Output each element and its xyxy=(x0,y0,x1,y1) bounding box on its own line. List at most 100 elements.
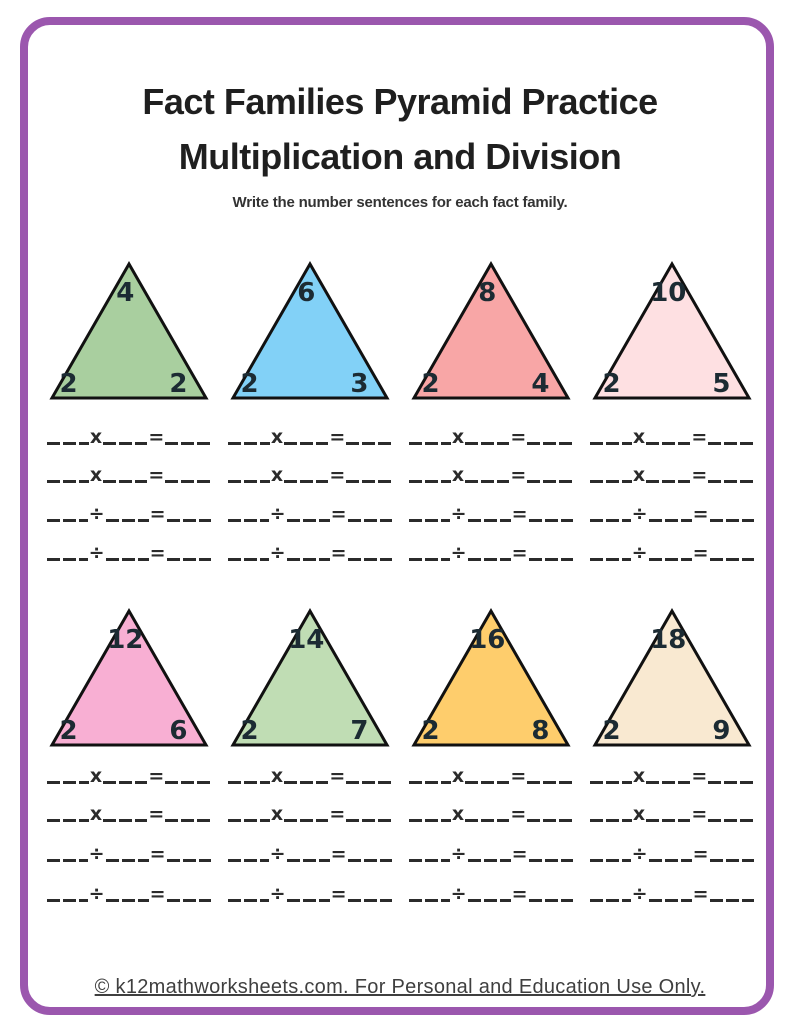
blank-line xyxy=(103,780,148,784)
equations-block-7: x = x = ÷ = ÷ = xyxy=(408,748,573,905)
multiply-sign: x xyxy=(89,765,103,787)
fact-triangle-8: 18 2 9 xyxy=(591,608,752,748)
blank-line xyxy=(708,780,754,784)
blank-line xyxy=(284,780,329,784)
blank-line xyxy=(46,557,88,561)
blank-line xyxy=(648,557,692,561)
multiplication-sentence-line: x = xyxy=(589,748,754,786)
division-sentence-line: ÷ = xyxy=(589,822,754,865)
blank-line xyxy=(165,780,211,784)
triangle-shape xyxy=(229,608,390,747)
equals-sign: = xyxy=(511,503,528,525)
division-sentence-line: ÷ = xyxy=(46,522,211,564)
divide-sign: ÷ xyxy=(631,542,648,564)
top-number: 14 xyxy=(288,625,325,655)
blank-line xyxy=(465,780,510,784)
blank-line xyxy=(527,441,573,445)
equals-sign: = xyxy=(148,426,165,448)
equation-row-2: x = x = ÷ = ÷ = x = x = ÷ = ÷ = x = x = ÷ = ÷ = x = x… xyxy=(0,748,800,905)
blank-line xyxy=(166,518,211,522)
triangle-shape xyxy=(48,608,209,747)
equals-sign: = xyxy=(692,883,709,905)
blank-line xyxy=(408,479,451,483)
blank-line xyxy=(709,518,754,522)
multiply-sign: x xyxy=(451,765,465,787)
triangle-shape xyxy=(410,608,571,747)
multiply-sign: x xyxy=(89,803,103,825)
division-sentence-line: ÷ = xyxy=(227,862,392,904)
triangle-shape xyxy=(410,261,571,400)
footer-copyright-link[interactable]: © k12mathworksheets.com. For Personal an… xyxy=(94,976,706,998)
equals-sign: = xyxy=(149,503,166,525)
page-title-line2: Multiplication and Division xyxy=(178,136,622,177)
top-number: 10 xyxy=(650,278,687,308)
equals-sign: = xyxy=(329,426,346,448)
blank-line xyxy=(46,441,89,445)
divide-sign: ÷ xyxy=(450,542,467,564)
equals-sign: = xyxy=(510,426,527,448)
equals-sign: = xyxy=(510,765,527,787)
footer: © k12mathworksheets.com. For Personal an… xyxy=(0,976,800,999)
top-number: 16 xyxy=(469,625,506,655)
multiplication-sentence-line: x = xyxy=(227,445,392,485)
blank-line xyxy=(709,557,754,561)
blank-line xyxy=(105,518,149,522)
blank-line xyxy=(465,818,510,822)
blank-line xyxy=(646,780,691,784)
blank-line xyxy=(528,858,573,862)
blank-line xyxy=(589,858,631,862)
divide-sign: ÷ xyxy=(269,503,286,525)
blank-line xyxy=(648,898,692,902)
divide-sign: ÷ xyxy=(450,883,467,905)
top-number: 6 xyxy=(297,278,316,308)
multiply-sign: x xyxy=(270,803,284,825)
multiplication-sentence-line: x = xyxy=(46,401,211,448)
division-sentence-line: ÷ = xyxy=(46,483,211,525)
blank-line xyxy=(408,780,451,784)
blank-line xyxy=(165,479,211,483)
equals-sign: = xyxy=(510,464,527,486)
equation-row-1: x = x = ÷ = ÷ = x = x = ÷ = ÷ = x = x = ÷ = ÷ = x = x… xyxy=(0,401,800,564)
top-number: 12 xyxy=(107,625,144,655)
equals-sign: = xyxy=(149,883,166,905)
triangle-fill xyxy=(229,261,390,400)
division-sentence-line: ÷ = xyxy=(408,483,573,525)
divide-sign: ÷ xyxy=(88,542,105,564)
equals-sign: = xyxy=(692,843,709,865)
bottom-right-number: 5 xyxy=(712,369,731,399)
blank-line xyxy=(286,518,330,522)
blank-line xyxy=(166,858,211,862)
blank-line xyxy=(166,557,211,561)
blank-line xyxy=(347,858,392,862)
multiplication-sentence-line: x = xyxy=(46,784,211,825)
blank-line xyxy=(46,858,88,862)
equations-block-3: x = x = ÷ = ÷ = xyxy=(408,401,573,564)
equations-block-2: x = x = ÷ = ÷ = xyxy=(227,401,392,563)
blank-line xyxy=(527,780,573,784)
page-title-line1: Fact Families Pyramid Practice xyxy=(142,81,658,122)
blank-line xyxy=(648,858,692,862)
equals-sign: = xyxy=(692,542,709,564)
blank-line xyxy=(708,818,754,822)
multiplication-sentence-line: x = xyxy=(408,445,573,486)
bottom-left-number: 2 xyxy=(240,716,259,746)
blank-line xyxy=(227,557,269,561)
triangle-shape xyxy=(48,261,209,400)
blank-line xyxy=(408,557,450,561)
bottom-left-number: 2 xyxy=(421,716,440,746)
blank-line xyxy=(528,518,573,522)
bottom-right-number: 3 xyxy=(350,369,369,399)
divide-sign: ÷ xyxy=(631,503,648,525)
equals-sign: = xyxy=(329,765,346,787)
blank-line xyxy=(646,479,691,483)
blank-line xyxy=(103,818,148,822)
multiply-sign: x xyxy=(451,803,465,825)
blank-line xyxy=(347,898,392,902)
blank-line xyxy=(227,479,270,483)
divide-sign: ÷ xyxy=(88,843,105,865)
bottom-right-number: 9 xyxy=(712,716,731,746)
bottom-right-number: 8 xyxy=(531,716,550,746)
bottom-right-number: 7 xyxy=(350,716,369,746)
equations-block-4: x = x = ÷ = ÷ = xyxy=(589,401,754,564)
